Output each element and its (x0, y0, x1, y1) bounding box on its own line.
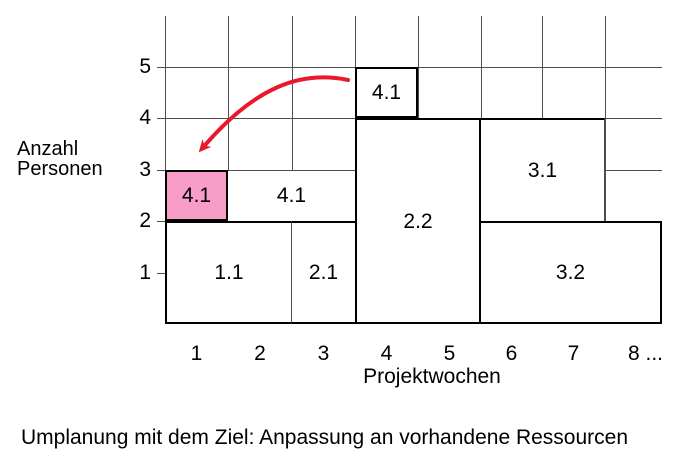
task-block-label: 1.1 (214, 261, 244, 285)
y-tick-label: 5 (139, 55, 151, 78)
task-block-3.2: 3.2 (481, 221, 662, 324)
y-tick-mark (157, 118, 165, 119)
x-tick-label: 3 (317, 342, 330, 365)
x-tick-label: 7 (567, 342, 580, 365)
y-tick-label: 2 (139, 209, 151, 233)
task-block-label: 4.1 (276, 184, 307, 208)
task-block-2.1: 2.1 (292, 221, 355, 324)
task-block-4.1-highlighted: 4.1 (165, 169, 228, 222)
y-tick-mark (157, 170, 165, 171)
x-tick-label: 2 (254, 342, 266, 365)
caption-text: Umplanung mit dem Ziel: Anpassung an vor… (21, 426, 629, 449)
x-axis-title: Projektwochen (363, 365, 501, 388)
y-tick-mark (157, 221, 165, 222)
y-axis-title: Anzahl Personen (17, 139, 103, 179)
task-block-1.1: 1.1 (165, 221, 292, 324)
task-block-3.1: 3.1 (481, 118, 605, 222)
x-tick-label: 6 (505, 342, 518, 365)
y-axis-title-line2: Personen (17, 158, 103, 180)
y-tick-label: 4 (139, 106, 151, 130)
x-tick-label: 5 (443, 342, 456, 365)
task-block-label: 2.2 (403, 209, 433, 233)
y-tick-mark (157, 273, 165, 274)
task-block-label: 3.2 (555, 261, 586, 285)
x-tick-label: 1 (190, 342, 203, 365)
y-tick-mark (157, 67, 165, 68)
task-block-4.1: 4.1 (355, 67, 418, 119)
task-block-label: 2.1 (308, 261, 339, 285)
task-block-label: 3.1 (527, 159, 558, 183)
y-tick-label: 1 (139, 260, 151, 284)
y-axis-title-line1: Anzahl (17, 138, 79, 160)
x-tick-label: 4 (380, 342, 393, 365)
x-tick-label: 8 ... (627, 342, 664, 365)
y-tick-label: 3 (139, 157, 151, 181)
plot-area: 1.1 2.1 4.1 4.1 2.2 3.1 3.2 4.1 (157, 16, 662, 324)
task-block-2.2: 2.2 (355, 118, 481, 324)
task-block-label: 4.1 (371, 81, 402, 105)
task-block-label: 4.1 (181, 183, 212, 207)
task-block-4.1: 4.1 (228, 169, 355, 222)
